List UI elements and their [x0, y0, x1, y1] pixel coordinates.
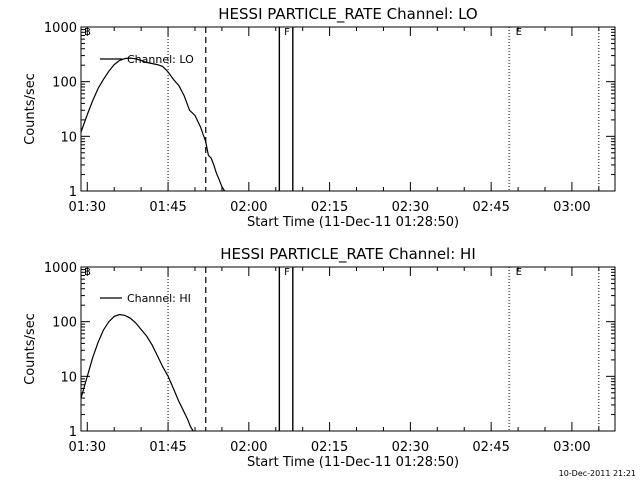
y-tick-label: 100	[52, 76, 77, 91]
y-tick-label: 10	[60, 130, 77, 145]
flag-label: E	[516, 27, 522, 38]
chart-title: HESSI PARTICLE_RATE Channel: HI	[220, 245, 476, 264]
y-tick-label: 1	[69, 185, 77, 200]
x-tick-label: 02:15	[311, 200, 348, 215]
x-tick-label: 01:45	[149, 440, 186, 455]
panel-hi: HESSI PARTICLE_RATE Channel: HI 1 10 100 100…	[23, 245, 616, 470]
chart-title: HESSI PARTICLE_RATE Channel: LO	[218, 5, 477, 24]
flag-label: B	[84, 267, 91, 278]
x-tick-label: 02:15	[311, 440, 348, 455]
series-line	[80, 57, 226, 192]
plot-frame	[80, 26, 616, 192]
series-line	[80, 313, 194, 432]
flag-label: E	[516, 267, 522, 278]
x-tick-label: 02:45	[472, 200, 509, 215]
x-tick-label: 01:45	[149, 200, 186, 215]
y-tick-label: 1000	[44, 261, 77, 276]
x-axis-label: Start Time (11-Dec-11 01:28:50)	[247, 455, 459, 470]
y-axis-label: Counts/sec	[23, 313, 38, 385]
y-tick-label: 1	[69, 425, 77, 440]
x-tick-label: 02:45	[472, 440, 509, 455]
x-tick-label: 02:00	[230, 440, 267, 455]
timestamp: 10-Dec-2011 21:21	[559, 469, 636, 478]
x-tick-label: 03:00	[553, 440, 590, 455]
x-tick-label: 02:00	[230, 200, 267, 215]
y-tick-label: 1000	[44, 21, 77, 36]
x-tick-label: 02:30	[392, 200, 429, 215]
panel-lo: HESSI PARTICLE_RATE Channel: LO 1 10 100 100…	[23, 5, 616, 230]
x-tick-label: 01:30	[69, 440, 106, 455]
flag-label: B	[84, 27, 91, 38]
y-axis-label: Counts/sec	[23, 73, 38, 145]
y-tick-label: 100	[52, 316, 77, 331]
flag-label: F	[284, 27, 290, 38]
legend-label: Channel: LO	[127, 53, 194, 66]
x-axis-label: Start Time (11-Dec-11 01:28:50)	[247, 215, 459, 230]
x-tick-label: 02:30	[392, 440, 429, 455]
y-tick-label: 10	[60, 370, 77, 385]
x-tick-label: 03:00	[553, 200, 590, 215]
plot-frame	[80, 266, 616, 432]
flag-label: F	[284, 267, 290, 278]
x-tick-label: 01:30	[69, 200, 106, 215]
legend-label: Channel: HI	[127, 292, 191, 305]
